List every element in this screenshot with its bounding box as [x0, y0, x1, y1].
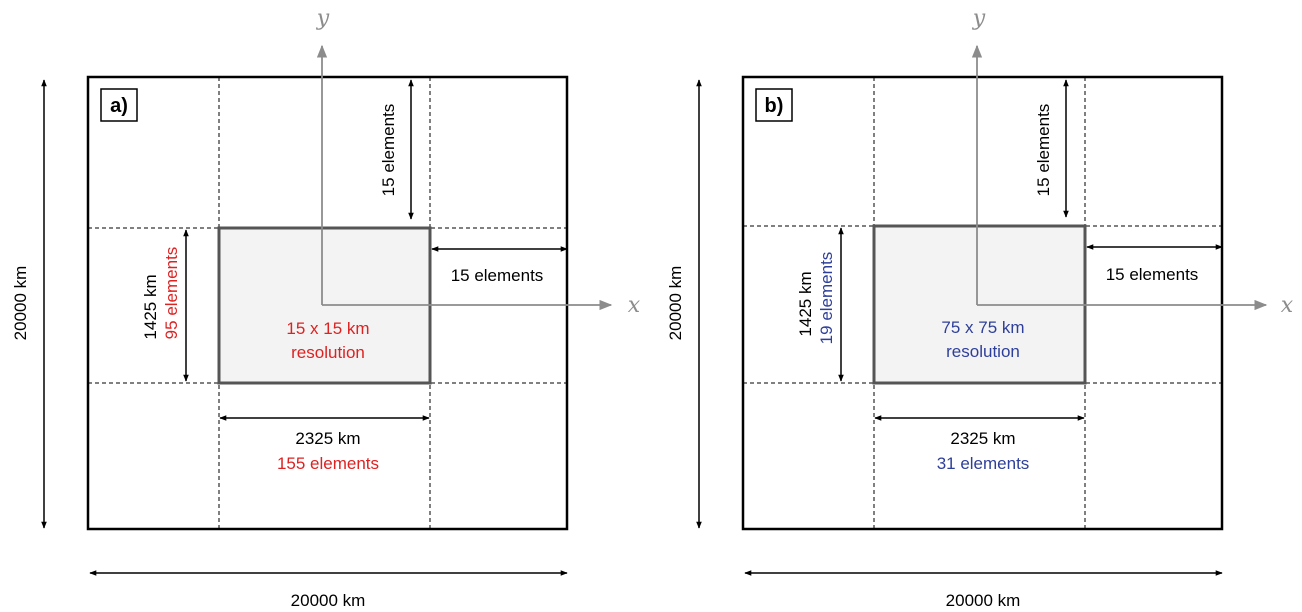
panel-b-inner-width-elements-label: 31 elements	[937, 454, 1030, 473]
panel-a: a) 20000 km 20000 km 15 elements 15 elem…	[11, 6, 641, 610]
panel-a-top-elements-label: 15 elements	[379, 104, 398, 197]
panel-a-resolution-line2: resolution	[291, 343, 365, 362]
panel-b: b) 20000 km 20000 km 15 elements 15 elem…	[666, 6, 1294, 610]
panel-b-inner-height-elements-label: 19 elements	[817, 252, 836, 345]
panel-a-x-axis-label: x	[628, 293, 641, 318]
panel-a-y-axis-label: y	[316, 6, 330, 31]
panel-b-label-box	[755, 88, 793, 122]
panel-a-domain-border	[86, 75, 569, 531]
panel-b-total-height-label: 20000 km	[666, 266, 685, 341]
panel-a-resolution-line1: 15 x 15 km	[286, 319, 369, 338]
panel-a-inner-width-elements-label: 155 elements	[277, 454, 379, 473]
panel-b-domain-border	[741, 75, 1224, 531]
panel-b-resolution-line1: 75 x 75 km	[941, 318, 1024, 337]
panel-a-inner-width-km-label: 2325 km	[295, 429, 360, 448]
panel-a-total-height-label: 20000 km	[11, 266, 30, 341]
panel-b-total-width-label: 20000 km	[946, 591, 1021, 610]
panel-b-right-elements-label: 15 elements	[1106, 265, 1199, 284]
panel-b-y-axis-label: y	[972, 6, 986, 31]
panel-a-label-box	[100, 88, 138, 122]
panel-b-inner-height-km-label: 1425 km	[796, 271, 815, 336]
panel-a-total-width-label: 20000 km	[291, 591, 366, 610]
panel-b-inner-width-km-label: 2325 km	[950, 429, 1015, 448]
panel-a-label: a)	[110, 95, 128, 117]
panel-b-top-elements-label: 15 elements	[1034, 104, 1053, 197]
panel-b-label: b)	[765, 95, 784, 117]
panel-a-inner-height-km-label: 1425 km	[141, 274, 160, 339]
panel-a-right-elements-label: 15 elements	[451, 266, 544, 285]
panel-b-resolution-line2: resolution	[946, 342, 1020, 361]
panel-a-inner-height-elements-label: 95 elements	[162, 247, 181, 340]
panel-b-x-axis-label: x	[1281, 293, 1294, 318]
